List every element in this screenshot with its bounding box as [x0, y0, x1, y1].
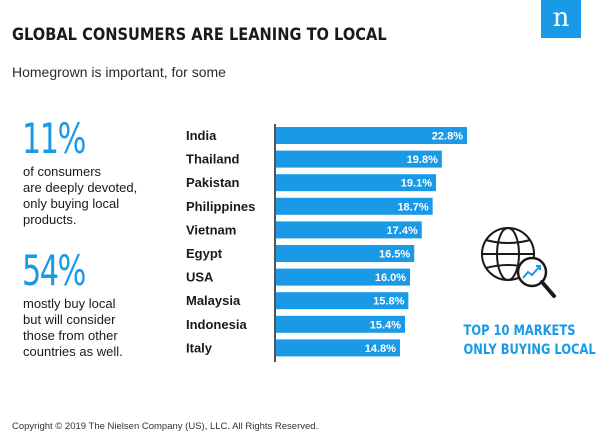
bar-value-label: 16.5% [379, 249, 410, 261]
category-label: Egypt [186, 246, 223, 261]
category-label: Vietnam [186, 222, 236, 237]
bar [276, 127, 467, 144]
bar-value-label: 15.8% [373, 296, 404, 308]
bar [276, 268, 411, 286]
stat-devoted-line: are deeply devoted, [23, 180, 138, 195]
nielsen-logo: n [541, 0, 581, 38]
category-label: Italy [186, 340, 213, 355]
bar [276, 221, 422, 239]
bar-value-label: 14.8% [365, 343, 396, 355]
bar-value-label: 16.0% [375, 272, 406, 284]
bar-value-label: 17.4% [387, 225, 418, 237]
stat-mostly-local-line: mostly buy local [23, 296, 116, 311]
stat-mostly-local-line: countries as well. [23, 344, 123, 359]
stat-devoted-line: only buying local [23, 196, 120, 211]
top10-callout-line: TOP 10 MARKETS [463, 323, 576, 339]
bar [276, 315, 406, 333]
stat-devoted-line: products. [23, 212, 77, 227]
globe-magnifier-icon [481, 227, 556, 298]
bar-value-label: 22.8% [432, 131, 463, 143]
bar-value-label: 18.7% [397, 201, 428, 213]
bars-group: India 22.8% Thailand 19.8% Pakistan 19.1% Phil… [186, 127, 467, 357]
category-label: Indonesia [186, 317, 247, 332]
category-label: Pakistan [186, 175, 240, 190]
stat-mostly-local-line: those from other [23, 328, 118, 343]
bar-value-label: 15.4% [370, 319, 401, 331]
page-subtitle: Homegrown is important, for some [12, 64, 226, 80]
bar [276, 292, 409, 310]
stat-devoted-text: of consumers are deeply devoted, only bu… [23, 164, 173, 228]
bar [276, 174, 437, 192]
stat-mostly-local-value: 54% [22, 246, 86, 295]
stat-devoted-value: 11% [22, 114, 86, 163]
bar [276, 245, 415, 262]
stat-devoted-line: of consumers [23, 164, 102, 179]
bar-value-label: 19.8% [407, 154, 438, 166]
category-label: Thailand [186, 152, 240, 167]
category-label: Philippines [186, 199, 255, 214]
category-label: Malaysia [186, 293, 241, 308]
bar [276, 150, 442, 168]
bar [276, 197, 433, 215]
top10-callout: TOP 10 MARKETS ONLY BUYING LOCAL [463, 322, 596, 360]
category-label: India [186, 128, 217, 143]
bar [276, 339, 400, 357]
page-title: GLOBAL CONSUMERS ARE LEANING TO LOCAL [12, 25, 387, 45]
category-label: USA [186, 270, 214, 285]
top10-callout-line: ONLY BUYING LOCAL [463, 342, 596, 358]
bar-value-label: 19.1% [401, 178, 432, 190]
stat-mostly-local-text: mostly buy local but will consider those… [23, 296, 173, 360]
stat-mostly-local-line: but will consider [23, 312, 116, 327]
copyright-notice: Copyright © 2019 The Nielsen Company (US… [12, 421, 319, 432]
